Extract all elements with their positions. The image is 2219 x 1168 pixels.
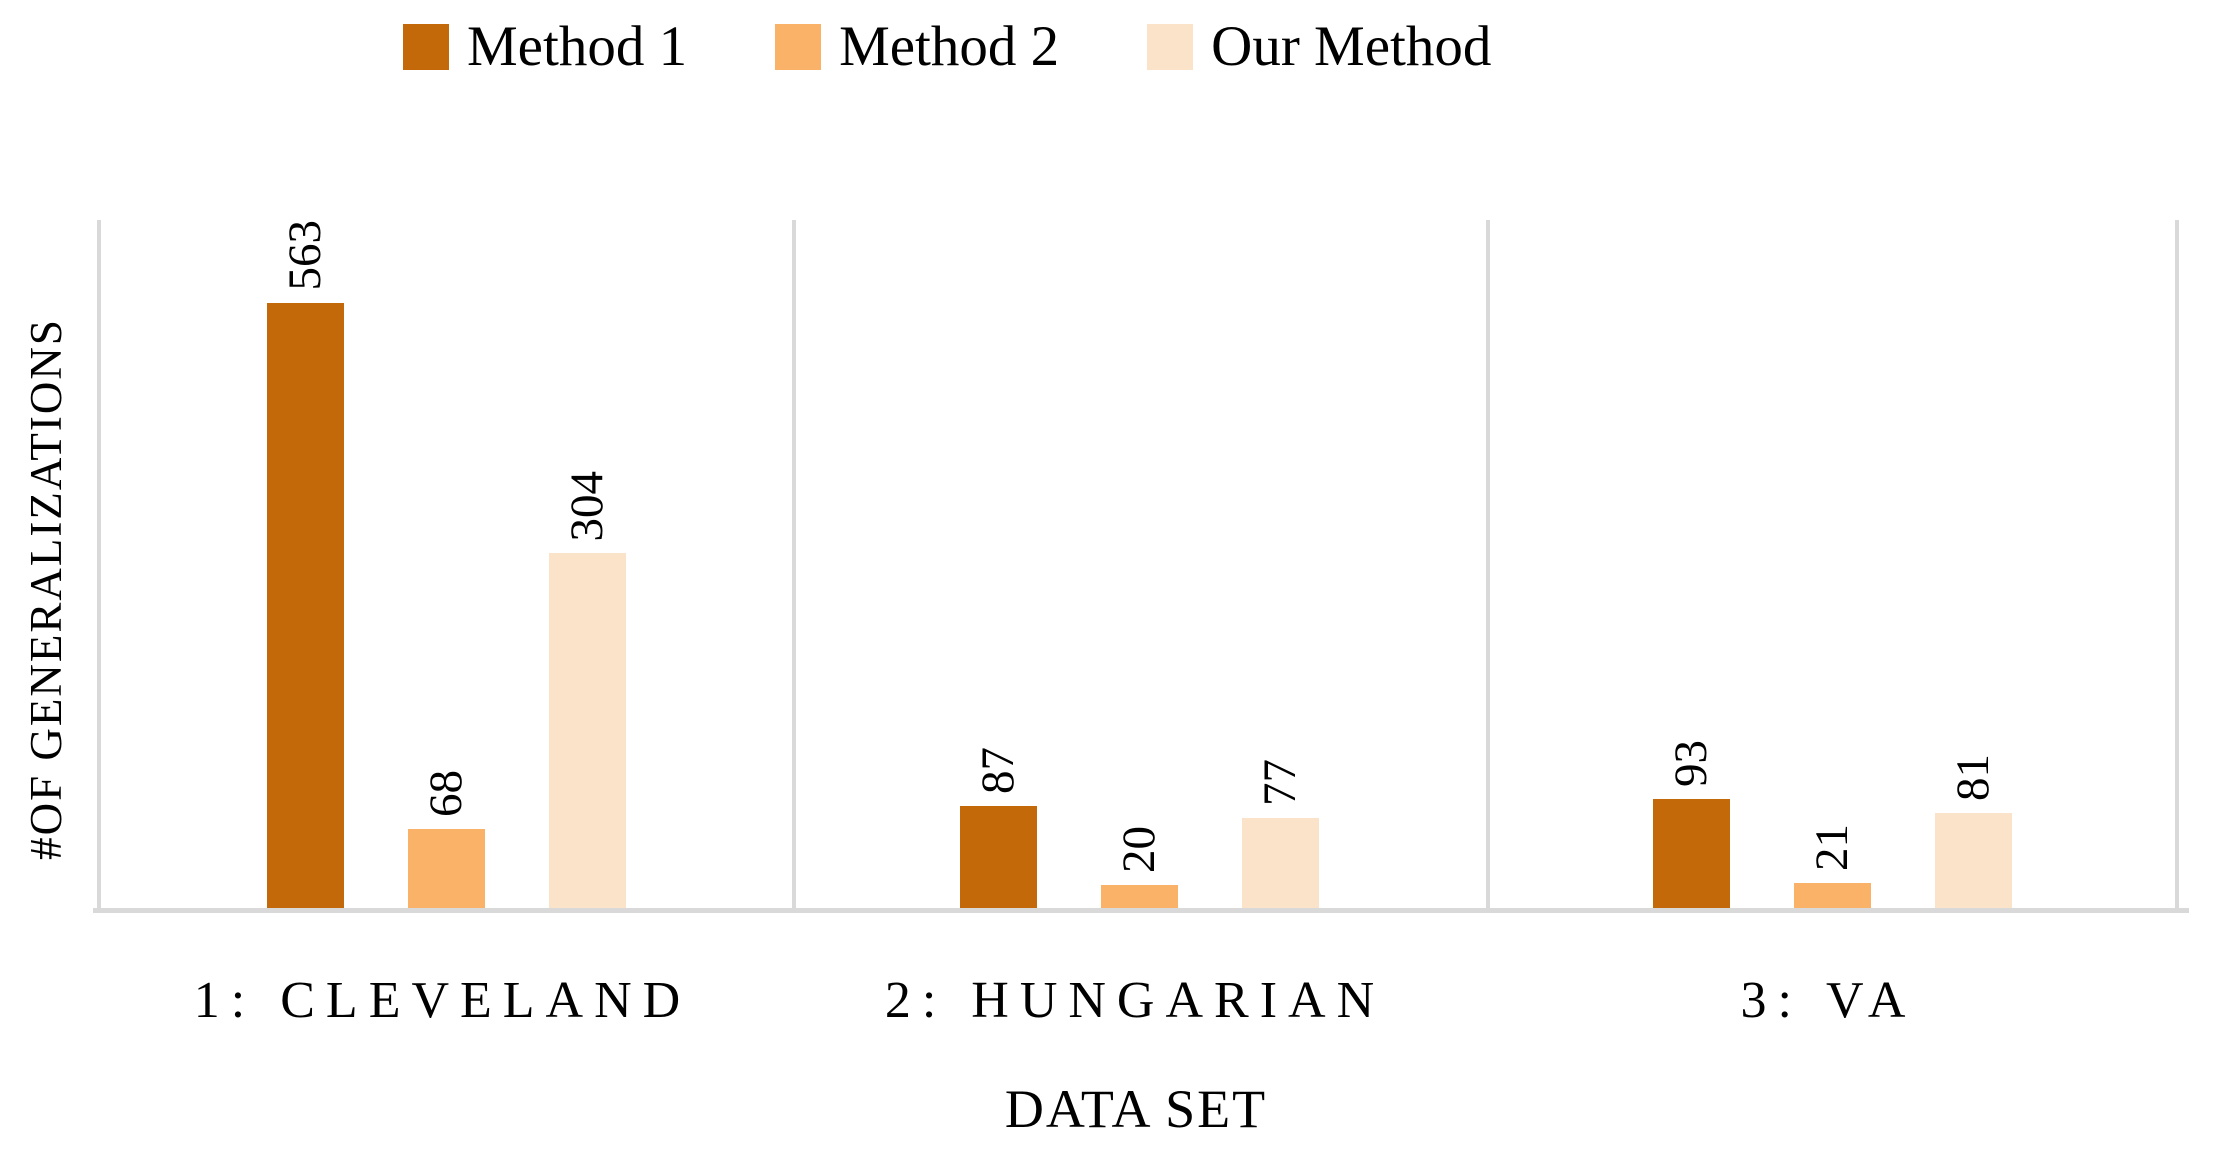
bar-our-method-2-hungarian	[1241, 818, 1319, 908]
legend-label: Our Method	[1211, 15, 1492, 78]
category-label-3-va: 3: VA	[1740, 972, 1917, 1029]
bar-cell: 93	[1653, 220, 1730, 908]
category-label-2-hungarian: 2: HUNGARIAN	[884, 972, 1386, 1029]
x-axis-line	[93, 908, 2189, 913]
x-axis-title: DATA SET	[1004, 1079, 1268, 1139]
legend-item-method-1: Method 1	[403, 18, 687, 75]
bar-value-label: 304	[561, 470, 613, 542]
legend-swatch-icon	[775, 23, 822, 70]
bar-value-label: 563	[279, 220, 331, 291]
bar-cell: 68	[408, 220, 485, 908]
bar-method-1-2-hungarian	[959, 806, 1037, 908]
bar-cell: 81	[1935, 220, 2012, 908]
bar-value-label: 20	[1112, 826, 1165, 873]
bar-our-method-3-va	[1935, 813, 2012, 908]
bar-cell: 304	[549, 220, 626, 908]
legend-item-method-2: Method 2	[775, 18, 1059, 75]
group-divider-2	[1486, 220, 1490, 908]
legend-label: Method 1	[467, 15, 688, 78]
plot-right-border	[2175, 220, 2179, 908]
bar-value-label: 87	[971, 747, 1024, 794]
bar-value-label: 21	[1806, 824, 1858, 871]
bar-method-2-2-hungarian	[1100, 885, 1178, 908]
bar-cell: 87	[959, 220, 1037, 908]
bar-group-1-cleveland: 563 68 304	[101, 220, 792, 908]
bar-cell: 20	[1100, 220, 1178, 908]
bar-method-2-1-cleveland	[408, 829, 485, 908]
bar-group-2-hungarian: 87 20 77	[792, 220, 1486, 908]
legend: Method 1 Method 2 Our Method	[403, 18, 1491, 75]
y-axis-title: #OF GENERALIZATIONS	[21, 318, 71, 860]
bar-our-method-1-cleveland	[549, 553, 626, 908]
bar-group-3-va: 93 21 81	[1486, 220, 2179, 908]
legend-swatch-icon	[1147, 23, 1194, 70]
bar-cell: 21	[1794, 220, 1871, 908]
bar-method-1-3-va	[1653, 799, 1730, 908]
legend-label: Method 2	[839, 15, 1060, 78]
legend-item-our-method: Our Method	[1147, 18, 1491, 75]
bar-cell: 77	[1241, 220, 1319, 908]
legend-swatch-icon	[403, 23, 449, 70]
bar-value-label: 68	[420, 770, 472, 817]
bar-value-label: 93	[1665, 740, 1717, 787]
plot-area: 563 68 304 87 20 77 93 21 81	[97, 220, 2179, 908]
bar-cell: 563	[267, 220, 344, 908]
bar-method-1-1-cleveland	[267, 302, 344, 908]
category-label-1-cleveland: 1: CLEVELAND	[193, 972, 692, 1029]
category-axis: 1: CLEVELAND 2: HUNGARIAN 3: VA	[97, 966, 2175, 1036]
bar-value-label: 81	[1947, 754, 1999, 801]
bar-method-2-3-va	[1794, 883, 1871, 908]
bar-value-label: 77	[1253, 759, 1306, 806]
group-divider-1	[792, 220, 796, 908]
